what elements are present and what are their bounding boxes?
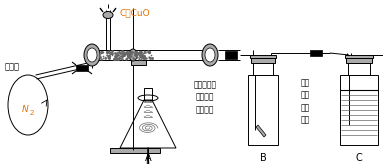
Bar [110, 148, 160, 153]
Bar [225, 51, 237, 59]
Text: 弹簧夹: 弹簧夹 [5, 62, 20, 72]
Ellipse shape [202, 44, 218, 66]
Bar [144, 88, 152, 100]
Ellipse shape [87, 48, 97, 62]
Text: 2: 2 [30, 110, 34, 116]
Ellipse shape [205, 48, 215, 62]
Text: 足量
澄清
的石
灰水: 足量 澄清 的石 灰水 [300, 78, 309, 124]
Ellipse shape [103, 11, 113, 19]
Bar [348, 63, 370, 75]
Text: 浸有磷錢酸
溶液的氯
化钒试纸: 浸有磷錢酸 溶液的氯 化钒试纸 [193, 80, 216, 114]
Text: N: N [21, 105, 28, 114]
Bar [346, 58, 372, 63]
Text: A: A [145, 153, 151, 163]
Ellipse shape [129, 49, 137, 61]
Bar [76, 65, 88, 71]
Text: C: C [356, 153, 362, 163]
Polygon shape [256, 125, 266, 137]
Text: C＋CuO: C＋CuO [119, 9, 150, 18]
Bar [248, 75, 278, 145]
Bar [251, 58, 275, 63]
Bar [310, 50, 322, 56]
Bar [345, 55, 373, 58]
Bar [131, 60, 146, 65]
Ellipse shape [84, 44, 100, 66]
Bar [253, 63, 273, 75]
Text: B: B [260, 153, 266, 163]
Bar [250, 55, 276, 58]
Bar [340, 75, 378, 145]
